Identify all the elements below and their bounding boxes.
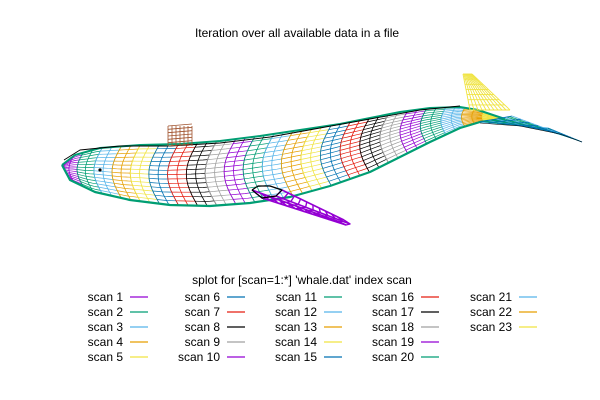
legend-item: scan 4 [88,335,148,349]
legend-label: scan 9 [185,335,221,349]
legend-label: scan 8 [185,320,221,334]
legend-item: scan 21 [470,290,537,304]
legend-title: splot for [scan=1:*] 'whale.dat' index s… [192,273,412,287]
legend-label: scan 15 [275,350,317,364]
legend-item: scan 6 [185,290,245,304]
surface-scan-21 [440,106,466,136]
legend-item: scan 14 [275,335,342,349]
legend-item: scan 20 [372,350,439,364]
legend-label: scan 14 [275,335,317,349]
legend-item: scan 5 [88,350,148,364]
legend-item: scan 3 [88,320,148,334]
chart-title: Iteration over all available data in a f… [195,26,399,40]
surface-scan-13 [280,127,313,197]
surface-scan-15 [319,121,351,186]
legend-item: scan 16 [372,290,439,304]
legend-label: scan 16 [372,290,414,304]
legend-item: scan 10 [178,350,245,364]
legend-label: scan 17 [372,305,414,319]
whale-surface-plot [61,73,583,226]
whale-flipper [251,185,351,226]
legend-item: scan 2 [88,305,148,319]
whale-outline [61,105,506,208]
legend-item: scan 7 [185,305,245,319]
legend-item: scan 19 [372,335,439,349]
legend-label: scan 4 [88,335,124,349]
legend-label: scan 5 [88,350,124,364]
legend-item: scan 15 [275,350,342,364]
legend-label: scan 10 [178,350,220,364]
legend-item: scan 8 [185,320,245,334]
legend-item: scan 11 [276,290,342,304]
legend-label: scan 6 [185,290,221,304]
legend-label: scan 1 [88,290,124,304]
legend-label: scan 20 [372,350,414,364]
legend-item: scan 13 [275,320,342,334]
legend-label: scan 2 [88,305,124,319]
legend-item: scan 23 [470,320,537,334]
whale-tail-flukes [462,73,583,143]
legend-label: scan 19 [372,335,414,349]
whale-dorsal-fin [167,123,193,147]
legend-label: scan 22 [470,305,512,319]
legend-item: scan 18 [372,320,439,334]
whale-eye [98,168,102,172]
legend-label: scan 13 [275,320,317,334]
legend-label: scan 7 [185,305,221,319]
legend-label: scan 23 [470,320,512,334]
legend-label: scan 21 [470,290,512,304]
surface-scan-16 [339,117,370,180]
legend-label: scan 11 [276,290,317,304]
legend-item: scan 9 [185,335,245,349]
legend-label: scan 18 [372,320,414,334]
legend-label: scan 12 [275,305,317,319]
legend-label: scan 3 [88,320,124,334]
legend-item: scan 12 [275,305,342,319]
legend-item: scan 1 [88,290,148,304]
legend-item: scan 22 [470,305,537,319]
legend-item: scan 17 [372,305,439,319]
